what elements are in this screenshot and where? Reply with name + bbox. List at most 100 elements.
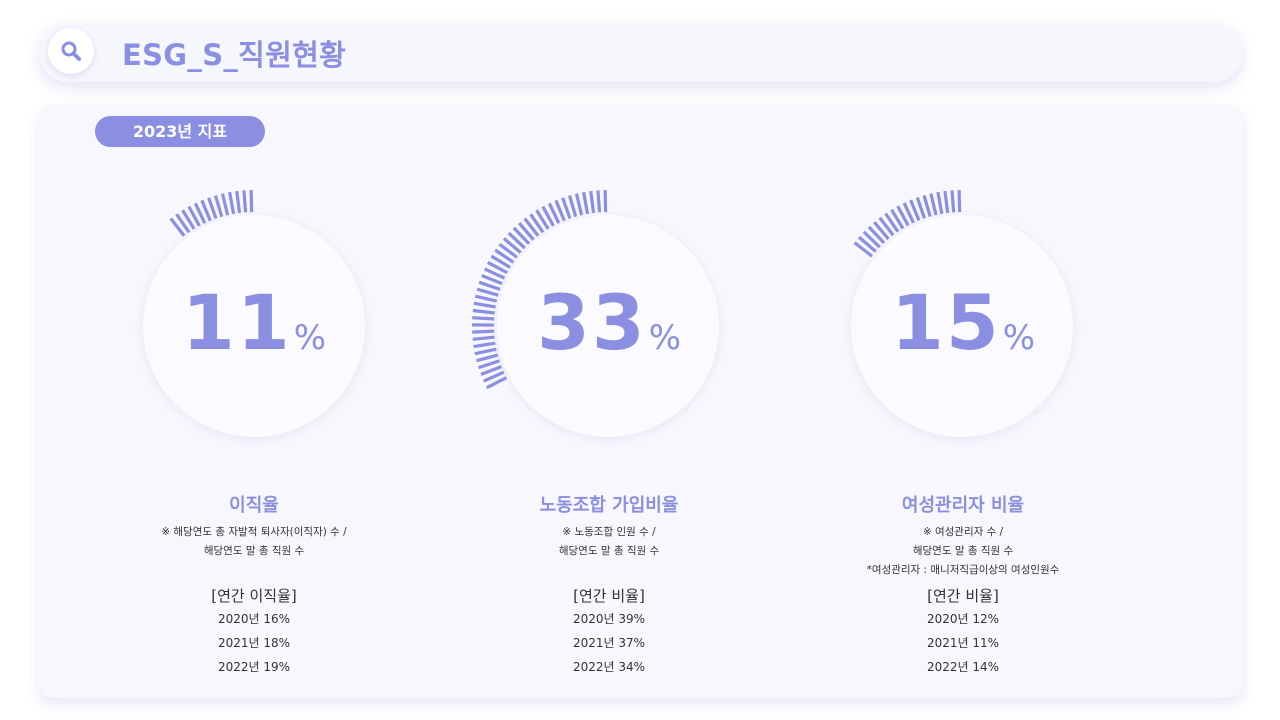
gauge-tick	[481, 274, 503, 286]
gauge-tick	[909, 199, 921, 222]
metric-note: 해당연도 말 총 직원 수	[203, 545, 305, 557]
gauge-tick	[596, 190, 602, 213]
history-title: [연간 비율]	[927, 587, 999, 605]
gauge-tick	[478, 280, 501, 291]
gauge-tick	[483, 370, 505, 383]
history-item: 2021년 37%	[572, 636, 646, 650]
gauge-tick	[547, 202, 561, 224]
gauge-tick	[890, 208, 905, 230]
gauge-tick	[507, 231, 526, 250]
search-icon	[61, 41, 81, 61]
history-item: 2021년 11%	[926, 636, 1000, 650]
gauge-tick	[943, 190, 950, 214]
gauge-circle-turnover	[143, 215, 365, 437]
gauge-arc-female-managers	[853, 189, 962, 258]
metric-number: 15	[890, 278, 1001, 367]
metric-note: ※ 여성관리자 수 /	[922, 526, 1004, 538]
gauge-tick	[472, 335, 495, 341]
gauge-tick	[494, 248, 515, 264]
gauge-tick	[476, 353, 499, 363]
gauge-tick	[517, 222, 535, 241]
gauge-tick	[529, 213, 545, 234]
history-item: 2020년 16%	[217, 612, 291, 626]
gauge-tick	[535, 209, 550, 230]
gauge-tick	[483, 267, 506, 280]
year-badge: 2023년 지표	[95, 116, 265, 147]
metric-number: 33	[536, 278, 647, 367]
history-item: 2020년 39%	[572, 612, 646, 626]
gauge-tick	[490, 254, 512, 269]
metric-unit: %	[1002, 318, 1036, 358]
history-item: 2020년 12%	[926, 612, 1000, 626]
gauge-tick	[235, 190, 242, 214]
gauge-tick	[884, 212, 900, 233]
metric-note: 해당연도 말 총 직원 수	[558, 545, 660, 557]
metric-info-turnover: 이직율 ※ 해당연도 총 자발적 퇴사자(이직자) 수 / 해당연도 말 총 직…	[94, 492, 414, 679]
gauge-tick	[242, 190, 248, 213]
history-item: 2021년 18%	[217, 636, 291, 650]
gauge-tick	[582, 191, 590, 215]
gauge-tick	[175, 213, 191, 234]
gauge-tick	[476, 287, 499, 297]
gauge-tick	[472, 316, 495, 321]
gauge-tick	[220, 193, 230, 216]
metric-value-union: 33%	[449, 278, 769, 367]
gauge-tick	[922, 194, 932, 217]
gauge-tick	[858, 235, 877, 253]
metric-unit: %	[293, 318, 327, 358]
gauge-tick	[498, 242, 518, 259]
gauge-tick	[853, 241, 873, 258]
gauge-tick	[473, 341, 496, 349]
gauge-tick	[867, 225, 886, 244]
metric-number: 11	[181, 278, 292, 367]
gauge-tick	[567, 195, 578, 218]
gauge-tick	[487, 260, 508, 275]
history-title: [연간 비율]	[573, 587, 645, 605]
gauge-tick	[512, 226, 531, 245]
page-title: ESG_S_직원현황	[122, 38, 347, 72]
gauge-tick	[574, 193, 584, 216]
gauge-tick	[872, 221, 890, 240]
search-button[interactable]	[48, 28, 94, 74]
gauge-tick	[213, 195, 224, 218]
metric-note: *여성관리자 : 매니저직급이상의 여성인원수	[866, 564, 1060, 576]
gauge-tick	[193, 202, 207, 224]
gauge-tick	[473, 301, 496, 309]
metric-note: 해당연도 말 총 직원 수	[912, 545, 1014, 557]
metric-value-turnover: 11%	[94, 278, 414, 367]
gauge-tick	[187, 205, 201, 227]
gauge-tick	[902, 202, 915, 224]
gauge-tick	[169, 217, 186, 237]
metric-unit: %	[648, 318, 682, 358]
gauge-circle-female-managers	[851, 215, 1073, 437]
history-item: 2022년 19%	[217, 660, 291, 674]
gauge-tick	[502, 237, 522, 254]
gauge-circle-union	[497, 215, 719, 437]
gauge-tick	[561, 197, 572, 220]
metric-note: ※ 노동조합 인원 수 /	[562, 526, 656, 538]
gauge-tick	[474, 294, 498, 303]
metric-label: 여성관리자 비율	[901, 495, 1025, 516]
gauge-tick	[950, 190, 956, 213]
metric-info-union: 노동조합 가입비율 ※ 노동조합 인원 수 / 해당연도 말 총 직원 수 [연…	[449, 492, 769, 679]
gauge-tick	[207, 197, 218, 220]
header-bar: ESG_S_직원현황	[38, 22, 1243, 82]
gauge-tick	[181, 209, 196, 230]
gauge-tick	[915, 197, 927, 219]
gauge-tick	[523, 217, 540, 237]
gauge-tick	[480, 365, 503, 376]
gauge-tick	[541, 205, 555, 227]
gauge-tick	[472, 329, 495, 334]
gauge-tick	[896, 205, 910, 227]
gauge-arc-union	[471, 189, 608, 390]
gauge-tick	[878, 216, 895, 237]
history-item: 2022년 34%	[572, 660, 646, 674]
metric-info-female-managers: 여성관리자 비율 ※ 여성관리자 수 / 해당연도 말 총 직원 수 *여성관리…	[803, 492, 1123, 679]
metric-value-female-managers: 15%	[803, 278, 1123, 367]
gauge-tick	[554, 199, 566, 222]
history-title: [연간 이직율]	[211, 587, 297, 605]
gauge-tick	[862, 230, 881, 249]
gauge-tick	[929, 193, 938, 216]
metric-label: 노동조합 가입비율	[539, 495, 679, 516]
